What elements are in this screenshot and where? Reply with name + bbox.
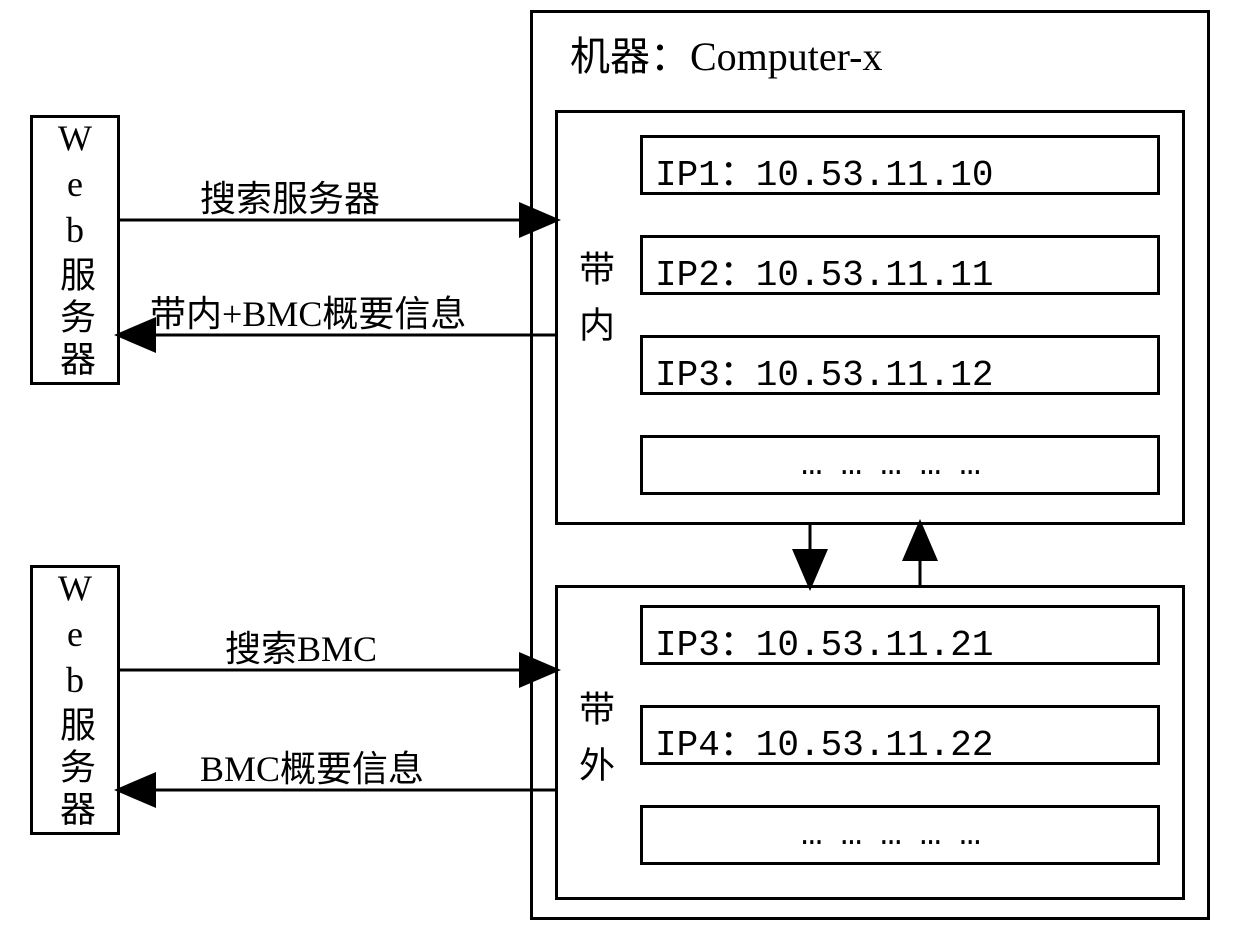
ip-row: …………… xyxy=(640,435,1160,495)
outband-label: 带外 xyxy=(568,690,620,802)
ip-row: IP3：10.53.11.12 xyxy=(640,335,1160,395)
ip-row: IP4：10.53.11.22 xyxy=(640,705,1160,765)
web-server-top: Web服务器 xyxy=(30,115,120,385)
web-server-bottom: Web服务器 xyxy=(30,565,120,835)
machine-title: 机器：Computer-x xyxy=(570,24,883,82)
ip-row: IP3：10.53.11.21 xyxy=(640,605,1160,665)
label-inband-bmc-summary: 带内+BMC概要信息 xyxy=(150,285,466,337)
label-search-server: 搜索服务器 xyxy=(200,170,380,222)
label-bmc-summary: BMC概要信息 xyxy=(200,740,424,792)
inband-label: 带内 xyxy=(568,250,620,362)
web-server-bottom-label: Web服务器 xyxy=(33,568,117,832)
web-server-top-label: Web服务器 xyxy=(33,118,117,382)
ip-row: IP1：10.53.11.10 xyxy=(640,135,1160,195)
ip-row: IP2：10.53.11.11 xyxy=(640,235,1160,295)
ip-row: …………… xyxy=(640,805,1160,865)
label-search-bmc: 搜索BMC xyxy=(225,620,377,672)
